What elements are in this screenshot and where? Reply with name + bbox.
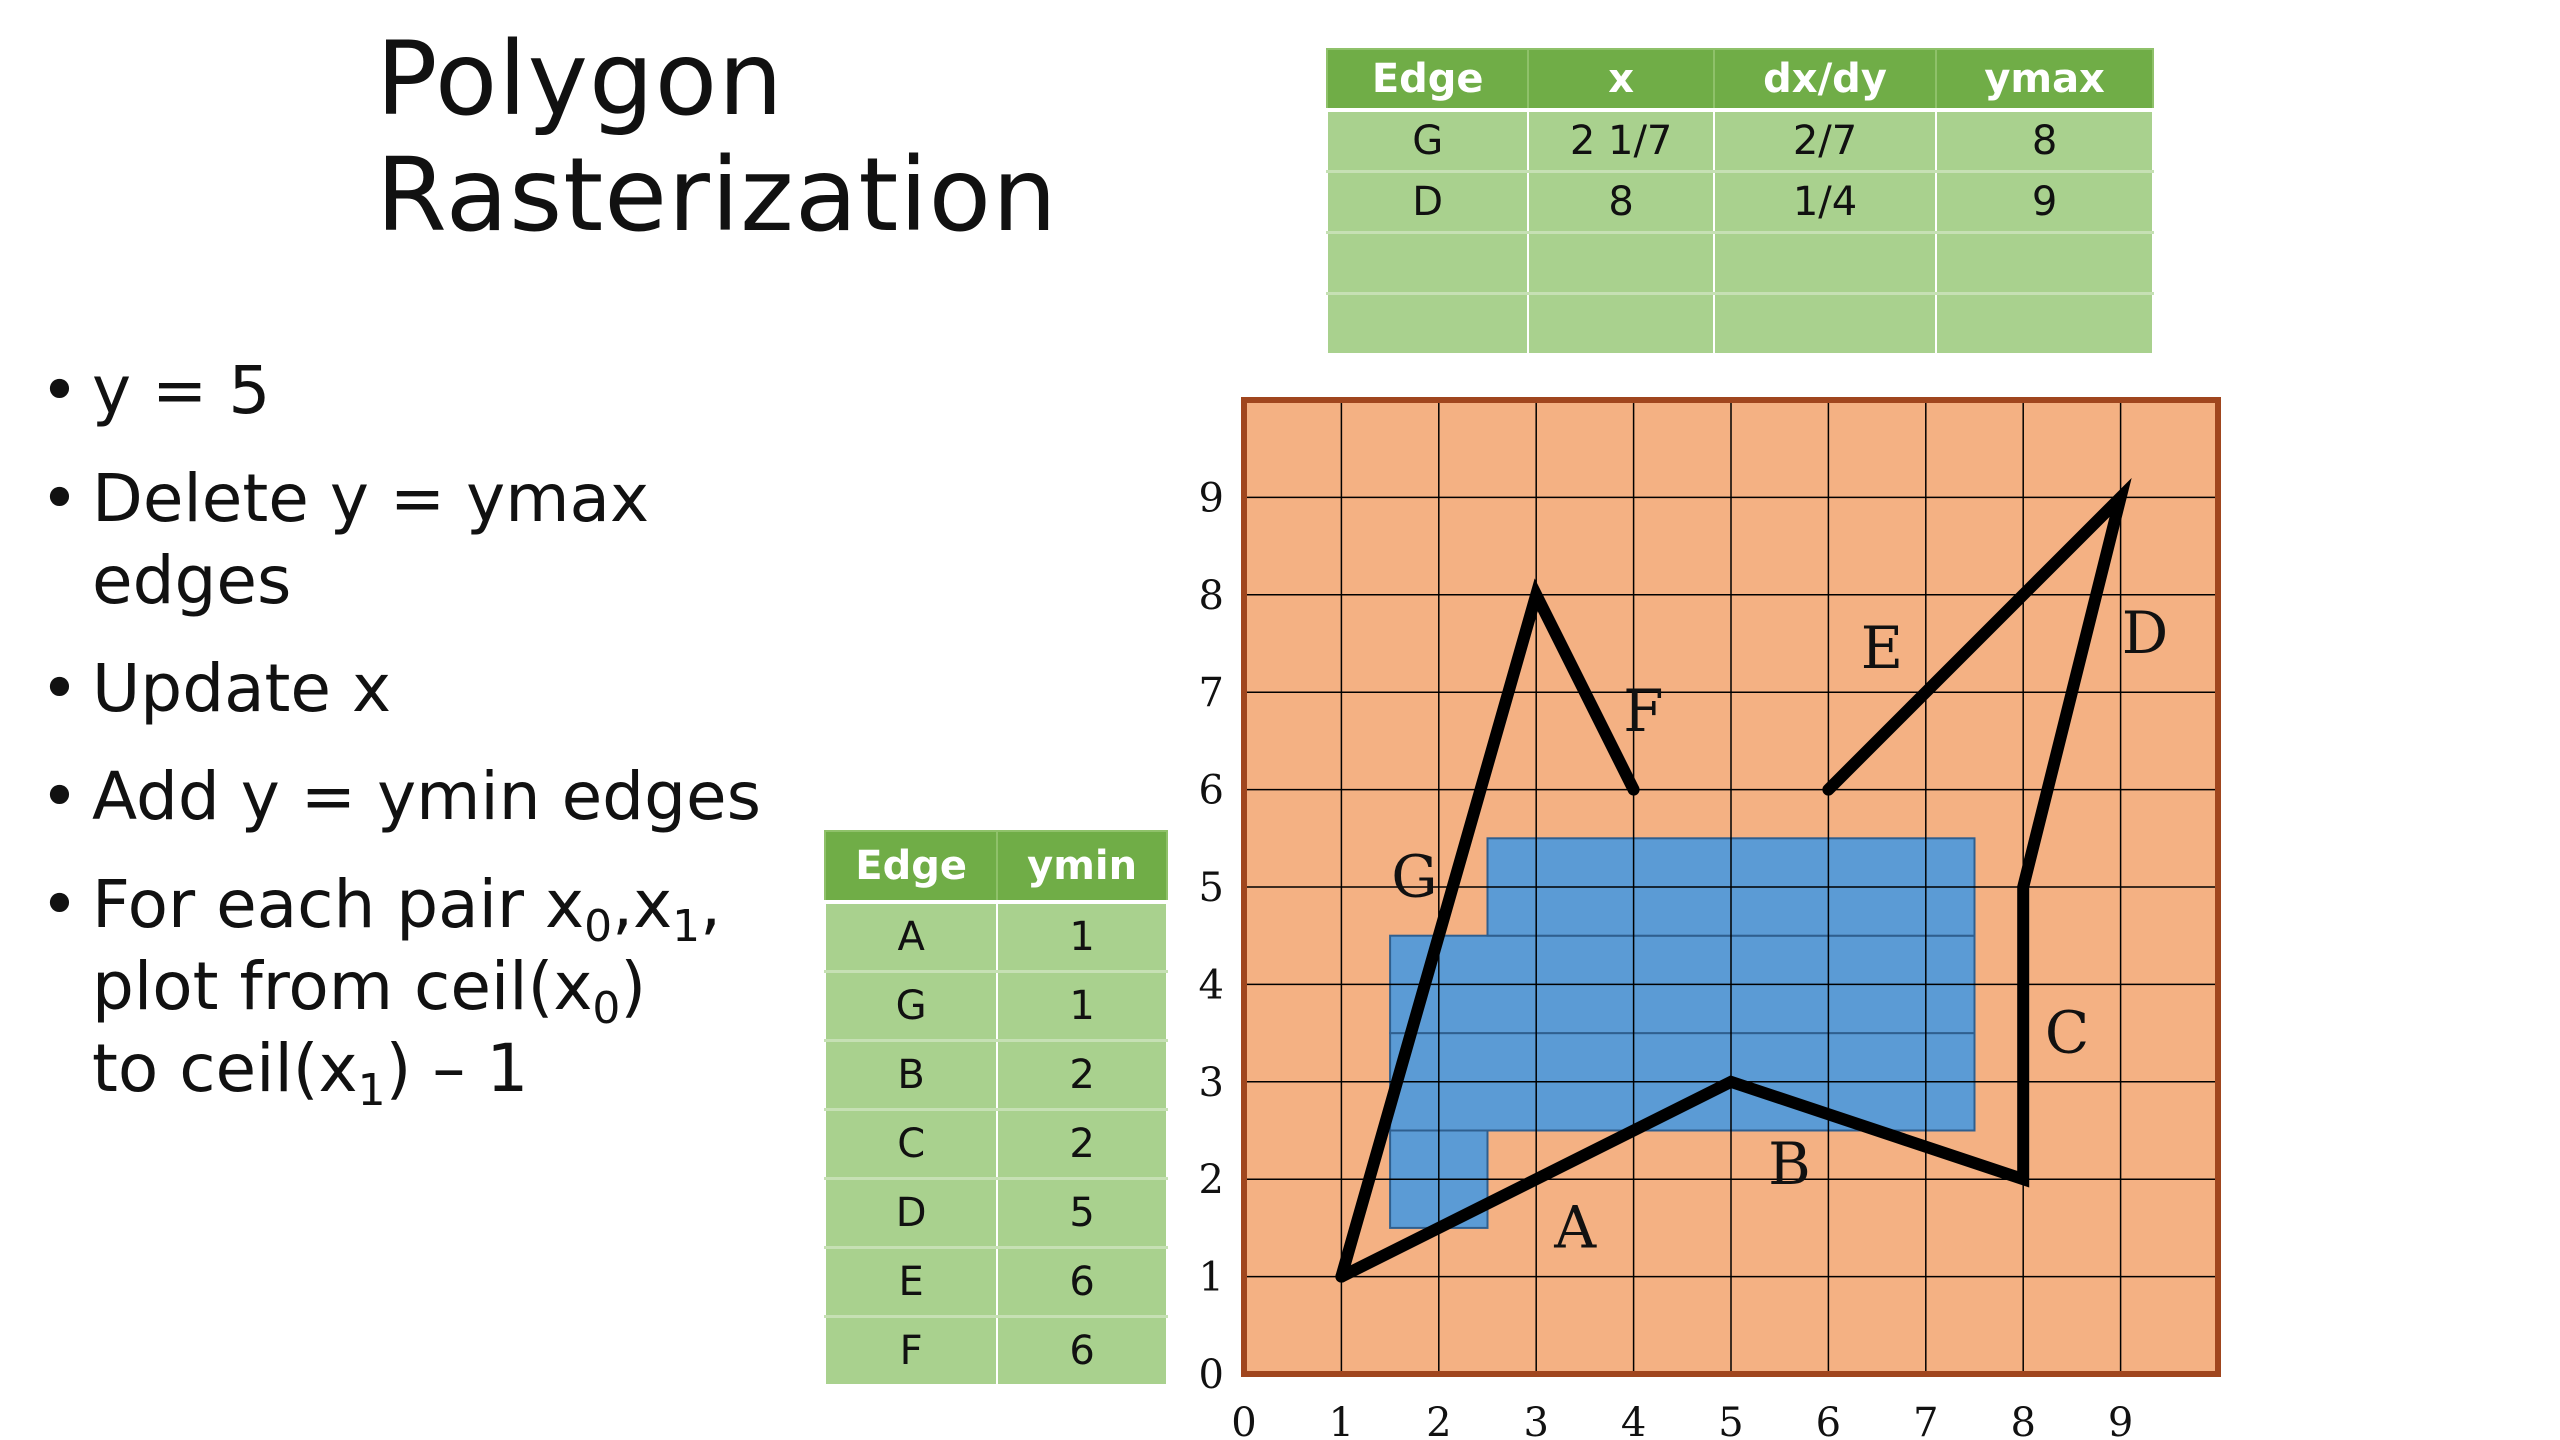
- x-tick-label: 0: [1231, 1400, 1256, 1440]
- bullet-update-x: Update x: [40, 648, 820, 730]
- aet-header-ymax: ymax: [1935, 48, 2154, 112]
- y-tick-label: 4: [1199, 962, 1224, 1008]
- edge-label-e: E: [1861, 614, 1903, 682]
- polygon-edge-path: [1335, 578, 1640, 1283]
- y-tick-label: 5: [1199, 865, 1224, 911]
- table-row: [1325, 292, 2154, 355]
- x-tick-label: 5: [1718, 1400, 1743, 1440]
- y-tick-label: 7: [1199, 670, 1224, 716]
- y-tick-label: 3: [1199, 1060, 1224, 1106]
- bullet-y-equals-5: y = 5: [40, 350, 820, 432]
- x-tick-label: 8: [2010, 1400, 2035, 1440]
- y-tick-label: 2: [1199, 1157, 1224, 1203]
- x-tick-label: 4: [1621, 1400, 1646, 1440]
- aet-header-edge: Edge: [1325, 48, 1530, 112]
- y-tick-label: 1: [1199, 1255, 1224, 1301]
- grid-border: [1241, 397, 2221, 1377]
- y-tick-label: 0: [1199, 1352, 1224, 1398]
- aet-header-x: x: [1527, 48, 1715, 112]
- x-tick-label: 7: [1913, 1400, 1938, 1440]
- x-tick-label: 1: [1329, 1400, 1354, 1440]
- y-tick-label: 8: [1199, 573, 1224, 619]
- edge-label-a: A: [1553, 1193, 1597, 1261]
- edge-label-g: G: [1391, 843, 1437, 911]
- y-tick-label: 9: [1199, 475, 1224, 521]
- bullet-add-edges: Add y = ymin edges: [40, 756, 820, 838]
- edge-label-c: C: [2045, 999, 2089, 1067]
- polygon-edge-path: [1335, 477, 2132, 1283]
- y-tick-label: 6: [1199, 768, 1224, 814]
- bullet-plot-pairs: For each pair x0,x1, plot from ceil(x0) …: [40, 864, 820, 1113]
- table-row: G 2 1/7 2/7 8: [1325, 108, 2154, 173]
- aet-header-dxdy: dx/dy: [1712, 48, 1938, 112]
- table-row: D 8 1/4 9: [1325, 170, 2154, 234]
- title-line-2: Rasterization: [376, 136, 1058, 255]
- table-row: [1325, 231, 2154, 295]
- x-tick-label: 9: [2108, 1400, 2133, 1440]
- bullet-delete-edges: Delete y = ymax edges: [40, 458, 820, 622]
- active-edge-table: Edge x dx/dy ymax G 2 1/7 2/7 8 D 8 1/4 …: [1325, 48, 2154, 355]
- et-header-ymin: ymin: [996, 830, 1168, 904]
- edge-label-b: B: [1768, 1130, 1811, 1198]
- x-tick-label: 3: [1523, 1400, 1548, 1440]
- edge-label-f: F: [1623, 677, 1663, 745]
- page-title: Polygon Rasterization: [376, 22, 1058, 254]
- x-tick-label: 6: [1816, 1400, 1841, 1440]
- bullet-list: y = 5 Delete y = ymax edges Update x Add…: [40, 350, 820, 1136]
- et-header-edge: Edge: [823, 830, 999, 904]
- edge-label-d: D: [2122, 599, 2169, 667]
- x-tick-label: 2: [1426, 1400, 1451, 1440]
- title-line-1: Polygon: [376, 20, 784, 139]
